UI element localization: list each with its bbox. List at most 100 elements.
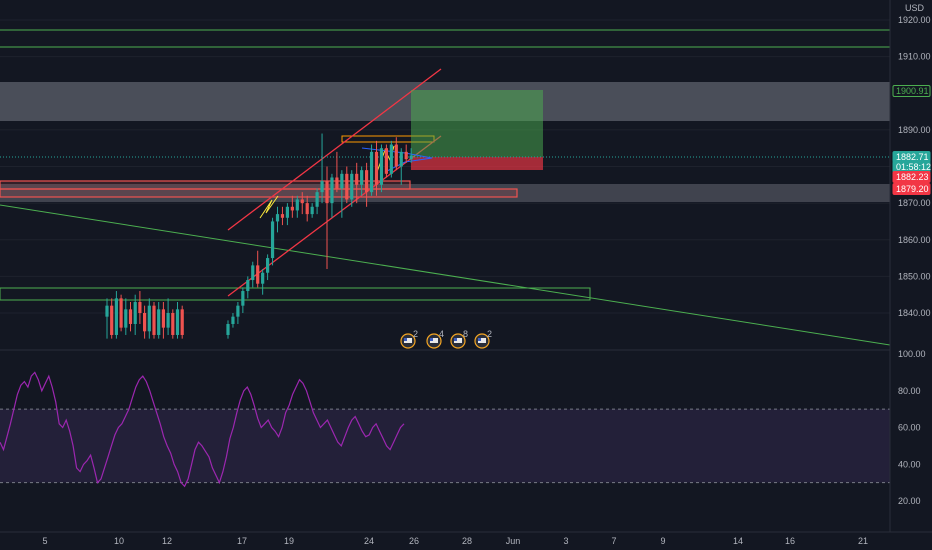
candle-body[interactable] <box>128 309 133 324</box>
badge-count: 8 <box>463 329 468 339</box>
candle-body[interactable] <box>241 291 245 306</box>
channel-lower[interactable] <box>227 135 442 297</box>
price-tag-label: 1882.71 <box>896 152 929 162</box>
event-badges[interactable]: 2 4 8 2 <box>400 329 492 349</box>
time-label: 9 <box>660 536 665 546</box>
candle-body[interactable] <box>226 323 230 335</box>
economic-event-badge[interactable]: 4 <box>426 329 444 349</box>
candle-body[interactable] <box>133 302 137 324</box>
rsi-tick-label: 60.00 <box>898 423 921 433</box>
candle-body[interactable] <box>119 298 123 328</box>
price-tick-label: 1910.00 <box>898 52 931 62</box>
candles[interactable] <box>105 133 413 339</box>
candle-body[interactable] <box>256 265 260 284</box>
candle-body[interactable] <box>355 173 359 185</box>
candle-body[interactable] <box>325 181 329 204</box>
candle-body[interactable] <box>143 313 147 332</box>
time-label: 12 <box>162 536 172 546</box>
candle-body[interactable] <box>404 151 408 160</box>
long-position-target[interactable] <box>411 90 543 157</box>
candle-body[interactable] <box>394 144 398 167</box>
candle-body[interactable] <box>365 170 369 193</box>
flag-pattern-1[interactable] <box>259 195 279 219</box>
flag-stripe <box>430 338 438 343</box>
candle-body[interactable] <box>105 305 109 317</box>
candle-body[interactable] <box>295 199 299 211</box>
time-label: Jun <box>506 536 521 546</box>
candle-body[interactable] <box>236 305 240 317</box>
candle-body[interactable] <box>330 177 334 204</box>
descending-trendline[interactable] <box>0 204 891 346</box>
candle-body[interactable] <box>270 221 275 259</box>
candle-body[interactable] <box>369 151 374 193</box>
candle-body[interactable] <box>290 206 294 211</box>
price-tag-label: 1879.20 <box>896 184 929 194</box>
candle-body[interactable] <box>374 151 379 185</box>
candle-body[interactable] <box>166 313 170 328</box>
price-axis[interactable] <box>890 0 932 532</box>
candle-body[interactable] <box>147 305 151 332</box>
candle-body[interactable] <box>340 173 344 189</box>
candle-body[interactable] <box>171 313 175 335</box>
candle-body[interactable] <box>110 305 114 335</box>
candle-body[interactable] <box>114 298 118 335</box>
candle-body[interactable] <box>350 173 354 200</box>
candle-body[interactable] <box>384 148 388 174</box>
candle-body[interactable] <box>345 173 349 200</box>
price-tag-label: 1900.91 <box>896 86 929 96</box>
time-label: 19 <box>284 536 294 546</box>
candle-body[interactable] <box>399 151 403 167</box>
rsi-line[interactable] <box>0 371 405 488</box>
red-box-1[interactable] <box>0 180 411 190</box>
candle-body[interactable] <box>231 316 235 324</box>
candle-body[interactable] <box>300 199 304 204</box>
time-axis-labels: 5 10 12 17 19 24 26 28 Jun 3 7 9 14 16 21 <box>42 536 868 546</box>
price-tag-label: 1882.23 <box>896 172 929 182</box>
candle-body[interactable] <box>157 309 161 335</box>
rsi-tick-label: 20.00 <box>898 496 921 506</box>
time-axis[interactable] <box>0 532 932 550</box>
flag-stripe <box>478 338 486 343</box>
candle-body[interactable] <box>152 305 156 335</box>
candle-body[interactable] <box>138 302 142 313</box>
economic-event-badge[interactable]: 2 <box>474 329 492 349</box>
candle-body[interactable] <box>335 177 339 189</box>
economic-event-badge[interactable]: 2 <box>400 329 418 349</box>
flag-canton <box>478 338 481 341</box>
candle-body[interactable] <box>310 206 314 215</box>
drawings[interactable] <box>0 29 891 346</box>
candle-body[interactable] <box>266 258 270 273</box>
candle-body[interactable] <box>389 144 393 174</box>
candle-body[interactable] <box>379 148 384 185</box>
channel-upper[interactable] <box>227 68 442 231</box>
candle-body[interactable] <box>251 265 255 281</box>
price-tag-label: 01:58:12 <box>896 162 931 172</box>
candle-body[interactable] <box>285 206 289 218</box>
candle-body[interactable] <box>161 309 165 328</box>
time-label: 17 <box>237 536 247 546</box>
price-tick-label: 1890.00 <box>898 125 931 135</box>
candle-body[interactable] <box>261 272 265 284</box>
candle-body[interactable] <box>180 309 184 335</box>
candle-body[interactable] <box>409 155 413 160</box>
long-position-stop[interactable] <box>411 157 543 170</box>
candle-body[interactable] <box>315 192 319 207</box>
candle-body[interactable] <box>246 280 250 292</box>
support-box-green[interactable] <box>0 287 591 301</box>
flag-canton <box>430 338 433 341</box>
rsi-tick-label: 40.00 <box>898 459 921 469</box>
rsi-tick-label: 80.00 <box>898 386 921 396</box>
candle-body[interactable] <box>305 203 309 215</box>
candle-body[interactable] <box>124 309 128 328</box>
candle-body[interactable] <box>280 214 285 218</box>
flag-stripe <box>454 338 462 343</box>
candle-body[interactable] <box>360 170 364 185</box>
red-box-2[interactable] <box>0 188 518 198</box>
currency-label: USD <box>905 3 925 13</box>
candle-body[interactable] <box>275 214 280 222</box>
candle-body[interactable] <box>320 181 324 193</box>
candle-body[interactable] <box>175 309 180 335</box>
economic-event-badge[interactable]: 8 <box>450 329 468 349</box>
